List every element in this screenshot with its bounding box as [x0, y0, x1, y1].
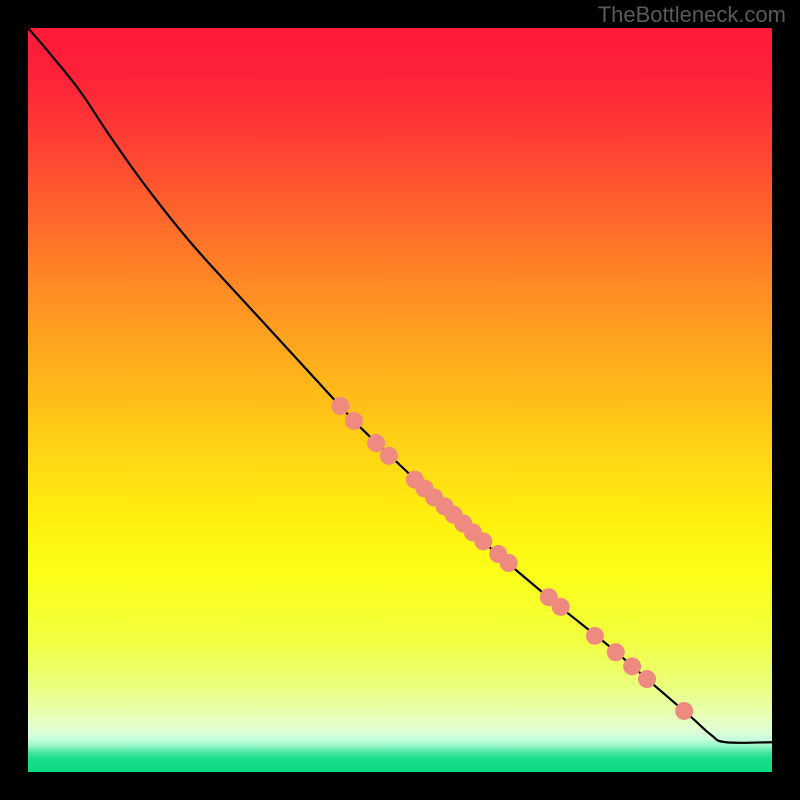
marker-point: [638, 670, 656, 688]
marker-point: [675, 702, 693, 720]
marker-point: [552, 598, 570, 616]
marker-point: [586, 627, 604, 645]
marker-point: [500, 554, 518, 572]
chart-root: { "watermark": "TheBottleneck.com", "cha…: [0, 0, 800, 800]
marker-point: [345, 412, 363, 430]
marker-point: [623, 657, 641, 675]
marker-point: [474, 532, 492, 550]
chart-svg: [0, 0, 800, 800]
plot-background: [28, 28, 772, 772]
marker-point: [331, 397, 349, 415]
marker-point: [380, 447, 398, 465]
marker-point: [607, 643, 625, 661]
